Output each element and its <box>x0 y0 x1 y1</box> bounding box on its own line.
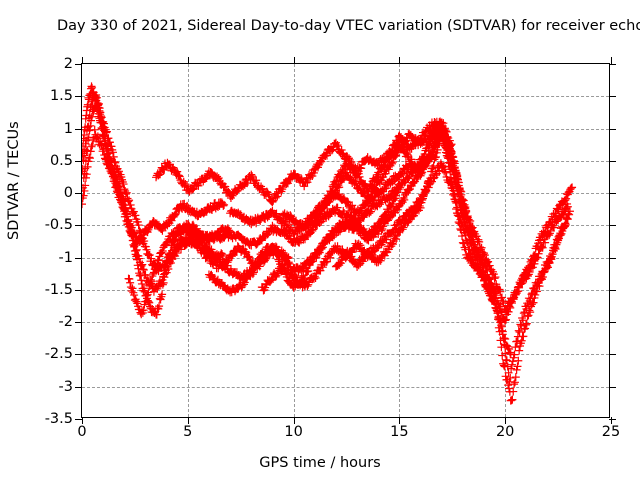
x-axis-title: GPS time / hours <box>259 455 381 471</box>
gridline-horizontal <box>82 193 609 195</box>
y-tick-label: 1.5 <box>49 88 73 105</box>
gridline-horizontal <box>82 128 609 130</box>
x-tick-label: 15 <box>390 424 409 440</box>
y-tick-mark <box>75 289 82 291</box>
y-tick-label: 1 <box>63 120 73 137</box>
y-tick-label: -3 <box>58 378 73 395</box>
y-tick-mark <box>75 96 82 98</box>
x-tick-label: 0 <box>77 424 87 440</box>
y-tick-mark-right <box>609 257 616 259</box>
data-series-layer <box>82 82 577 405</box>
x-tick-mark-top <box>187 57 189 64</box>
y-tick-mark <box>75 354 82 356</box>
y-tick-label: -2.5 <box>44 346 73 363</box>
y-tick-mark-right <box>609 160 616 162</box>
gridline-horizontal <box>82 96 609 98</box>
y-tick-label: -0.5 <box>44 217 73 234</box>
x-tick-mark <box>82 417 83 424</box>
y-tick-mark <box>75 225 82 227</box>
y-tick-mark <box>75 386 82 388</box>
y-tick-label: -2 <box>58 314 73 331</box>
x-tick-label: 5 <box>183 424 193 440</box>
x-tick-mark <box>187 417 189 424</box>
y-tick-mark <box>75 419 82 420</box>
gridline-horizontal <box>82 354 609 356</box>
y-tick-mark-right <box>609 322 616 324</box>
gridline-horizontal <box>82 386 609 388</box>
y-tick-mark-right <box>609 354 616 356</box>
gridline-horizontal <box>82 289 609 291</box>
x-tick-mark-top <box>505 57 507 64</box>
y-tick-mark <box>75 322 82 324</box>
y-tick-mark-right <box>609 128 616 130</box>
y-tick-mark-right <box>609 193 616 195</box>
y-tick-label: 0 <box>63 185 73 202</box>
y-tick-mark <box>75 128 82 130</box>
x-tick-mark <box>505 417 507 424</box>
y-tick-mark-right <box>609 386 616 388</box>
y-tick-mark <box>75 160 82 162</box>
y-tick-label: 0.5 <box>49 152 73 169</box>
y-tick-mark <box>75 257 82 259</box>
y-tick-label: 2 <box>63 56 73 72</box>
x-tick-label: 10 <box>284 424 303 440</box>
y-tick-mark-right <box>609 96 616 98</box>
y-tick-label: -1 <box>58 249 73 266</box>
x-tick-mark <box>293 417 295 424</box>
x-tick-label: 25 <box>601 424 621 440</box>
y-tick-mark <box>75 193 82 195</box>
x-tick-mark-top <box>82 57 83 64</box>
x-tick-mark-top <box>399 57 401 64</box>
chart-title: Day 330 of 2021, Sidereal Day-to-day VTE… <box>57 18 640 34</box>
gridline-vertical <box>505 64 507 417</box>
x-tick-mark <box>399 417 401 424</box>
x-tick-mark-top <box>293 57 295 64</box>
gridline-horizontal <box>82 322 609 324</box>
y-tick-mark-right <box>609 289 616 291</box>
x-tick-label: 20 <box>495 424 515 440</box>
y-tick-mark <box>75 64 82 65</box>
data-points <box>82 82 577 405</box>
y-tick-label: -3.5 <box>44 411 73 427</box>
y-tick-mark-right <box>609 225 616 227</box>
y-tick-label: -1.5 <box>44 281 73 298</box>
gridline-vertical <box>399 64 401 417</box>
x-tick-mark <box>611 417 612 424</box>
y-tick-mark-right <box>609 64 616 65</box>
y-tick-mark-right <box>609 419 616 420</box>
y-axis-title: SDTVAR / TECUs <box>6 121 22 240</box>
x-tick-mark-top <box>611 57 612 64</box>
plot-area: 2 1.5 1 0.5 0 -0.5 -1 -1.5 -2 -2.5 -3 -3.5 0 5 10 15 20 2… <box>45 56 621 440</box>
